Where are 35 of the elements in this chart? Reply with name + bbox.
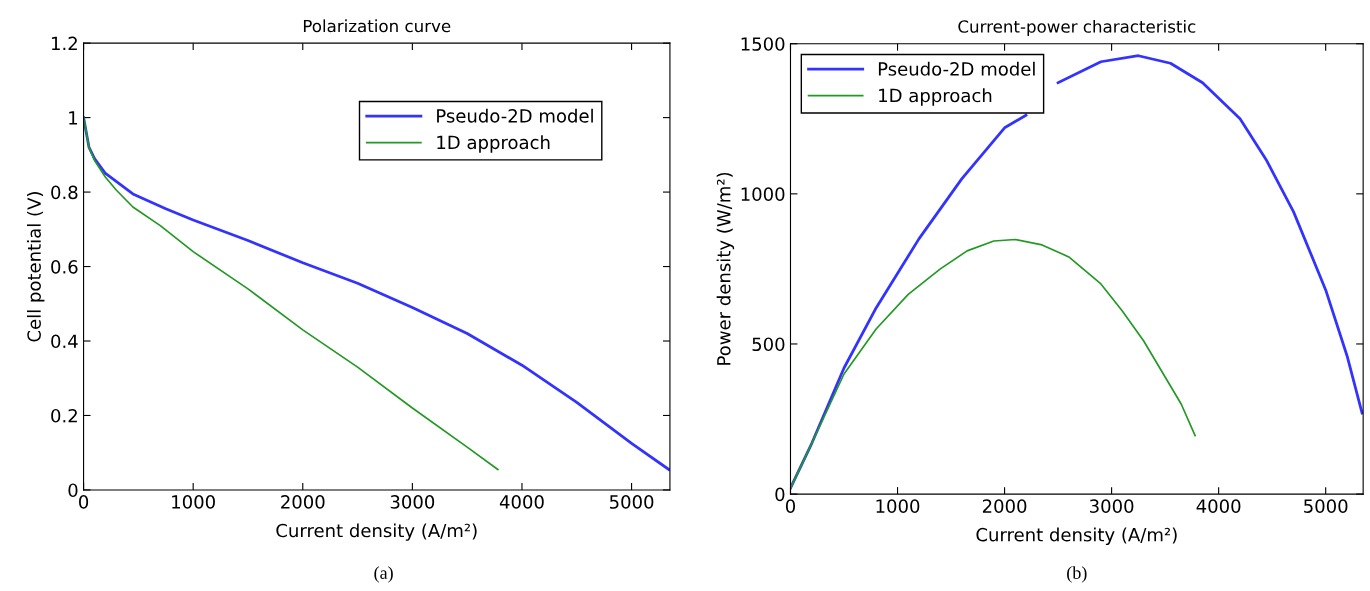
legend-label: Pseudo-2D model [878, 61, 1035, 76]
x-tick-label: 1000 [876, 499, 920, 513]
x-tick-label: 5000 [609, 495, 654, 509]
legend-label: Pseudo-2D model [437, 108, 593, 123]
y-tick-label: 0.4 [51, 334, 78, 349]
y-tick-label: 0 [68, 483, 78, 498]
line-series [790, 238, 1196, 489]
chart-title: Current-power characteristic [958, 19, 1196, 37]
x-tick-label: 1000 [172, 495, 215, 509]
x-tick-label: 3000 [1090, 499, 1134, 513]
x-tick-label: 5000 [1304, 499, 1348, 513]
x-axis-title: Current density (A/m²) [976, 527, 1177, 545]
x-tick-label: 4000 [499, 495, 544, 509]
y-tick-label: 0.8 [51, 185, 78, 200]
y-tick-label: 0.2 [51, 408, 77, 423]
y-axis-title: Cell potential (V) [26, 192, 45, 342]
chart-title: Polarization curve [303, 19, 451, 33]
y-tick-label: 1.2 [51, 36, 77, 50]
x-tick-label: 2000 [281, 495, 325, 509]
x-axis-title: Current density (A/m²) [276, 523, 477, 541]
y-axis-title: Power density (W/m²) [716, 172, 735, 365]
x-tick-label: 0 [79, 495, 89, 509]
legend-label: 1D approach [437, 135, 550, 153]
text: (a) [374, 566, 393, 583]
y-tick-label: 1500 [741, 37, 785, 51]
y-tick-label: 1000 [741, 187, 785, 201]
y-tick-label: 500 [752, 337, 785, 352]
legend-label: 1D approach [879, 88, 992, 106]
x-tick-label: 2000 [982, 499, 1027, 513]
y-tick-label: 1 [69, 111, 78, 125]
y-tick-label: 0.6 [51, 260, 78, 274]
x-tick-label: 4000 [1196, 499, 1241, 513]
x-tick-label: 3000 [390, 495, 435, 509]
text: (b) [1067, 566, 1087, 583]
x-tick-label: 0 [785, 499, 796, 513]
